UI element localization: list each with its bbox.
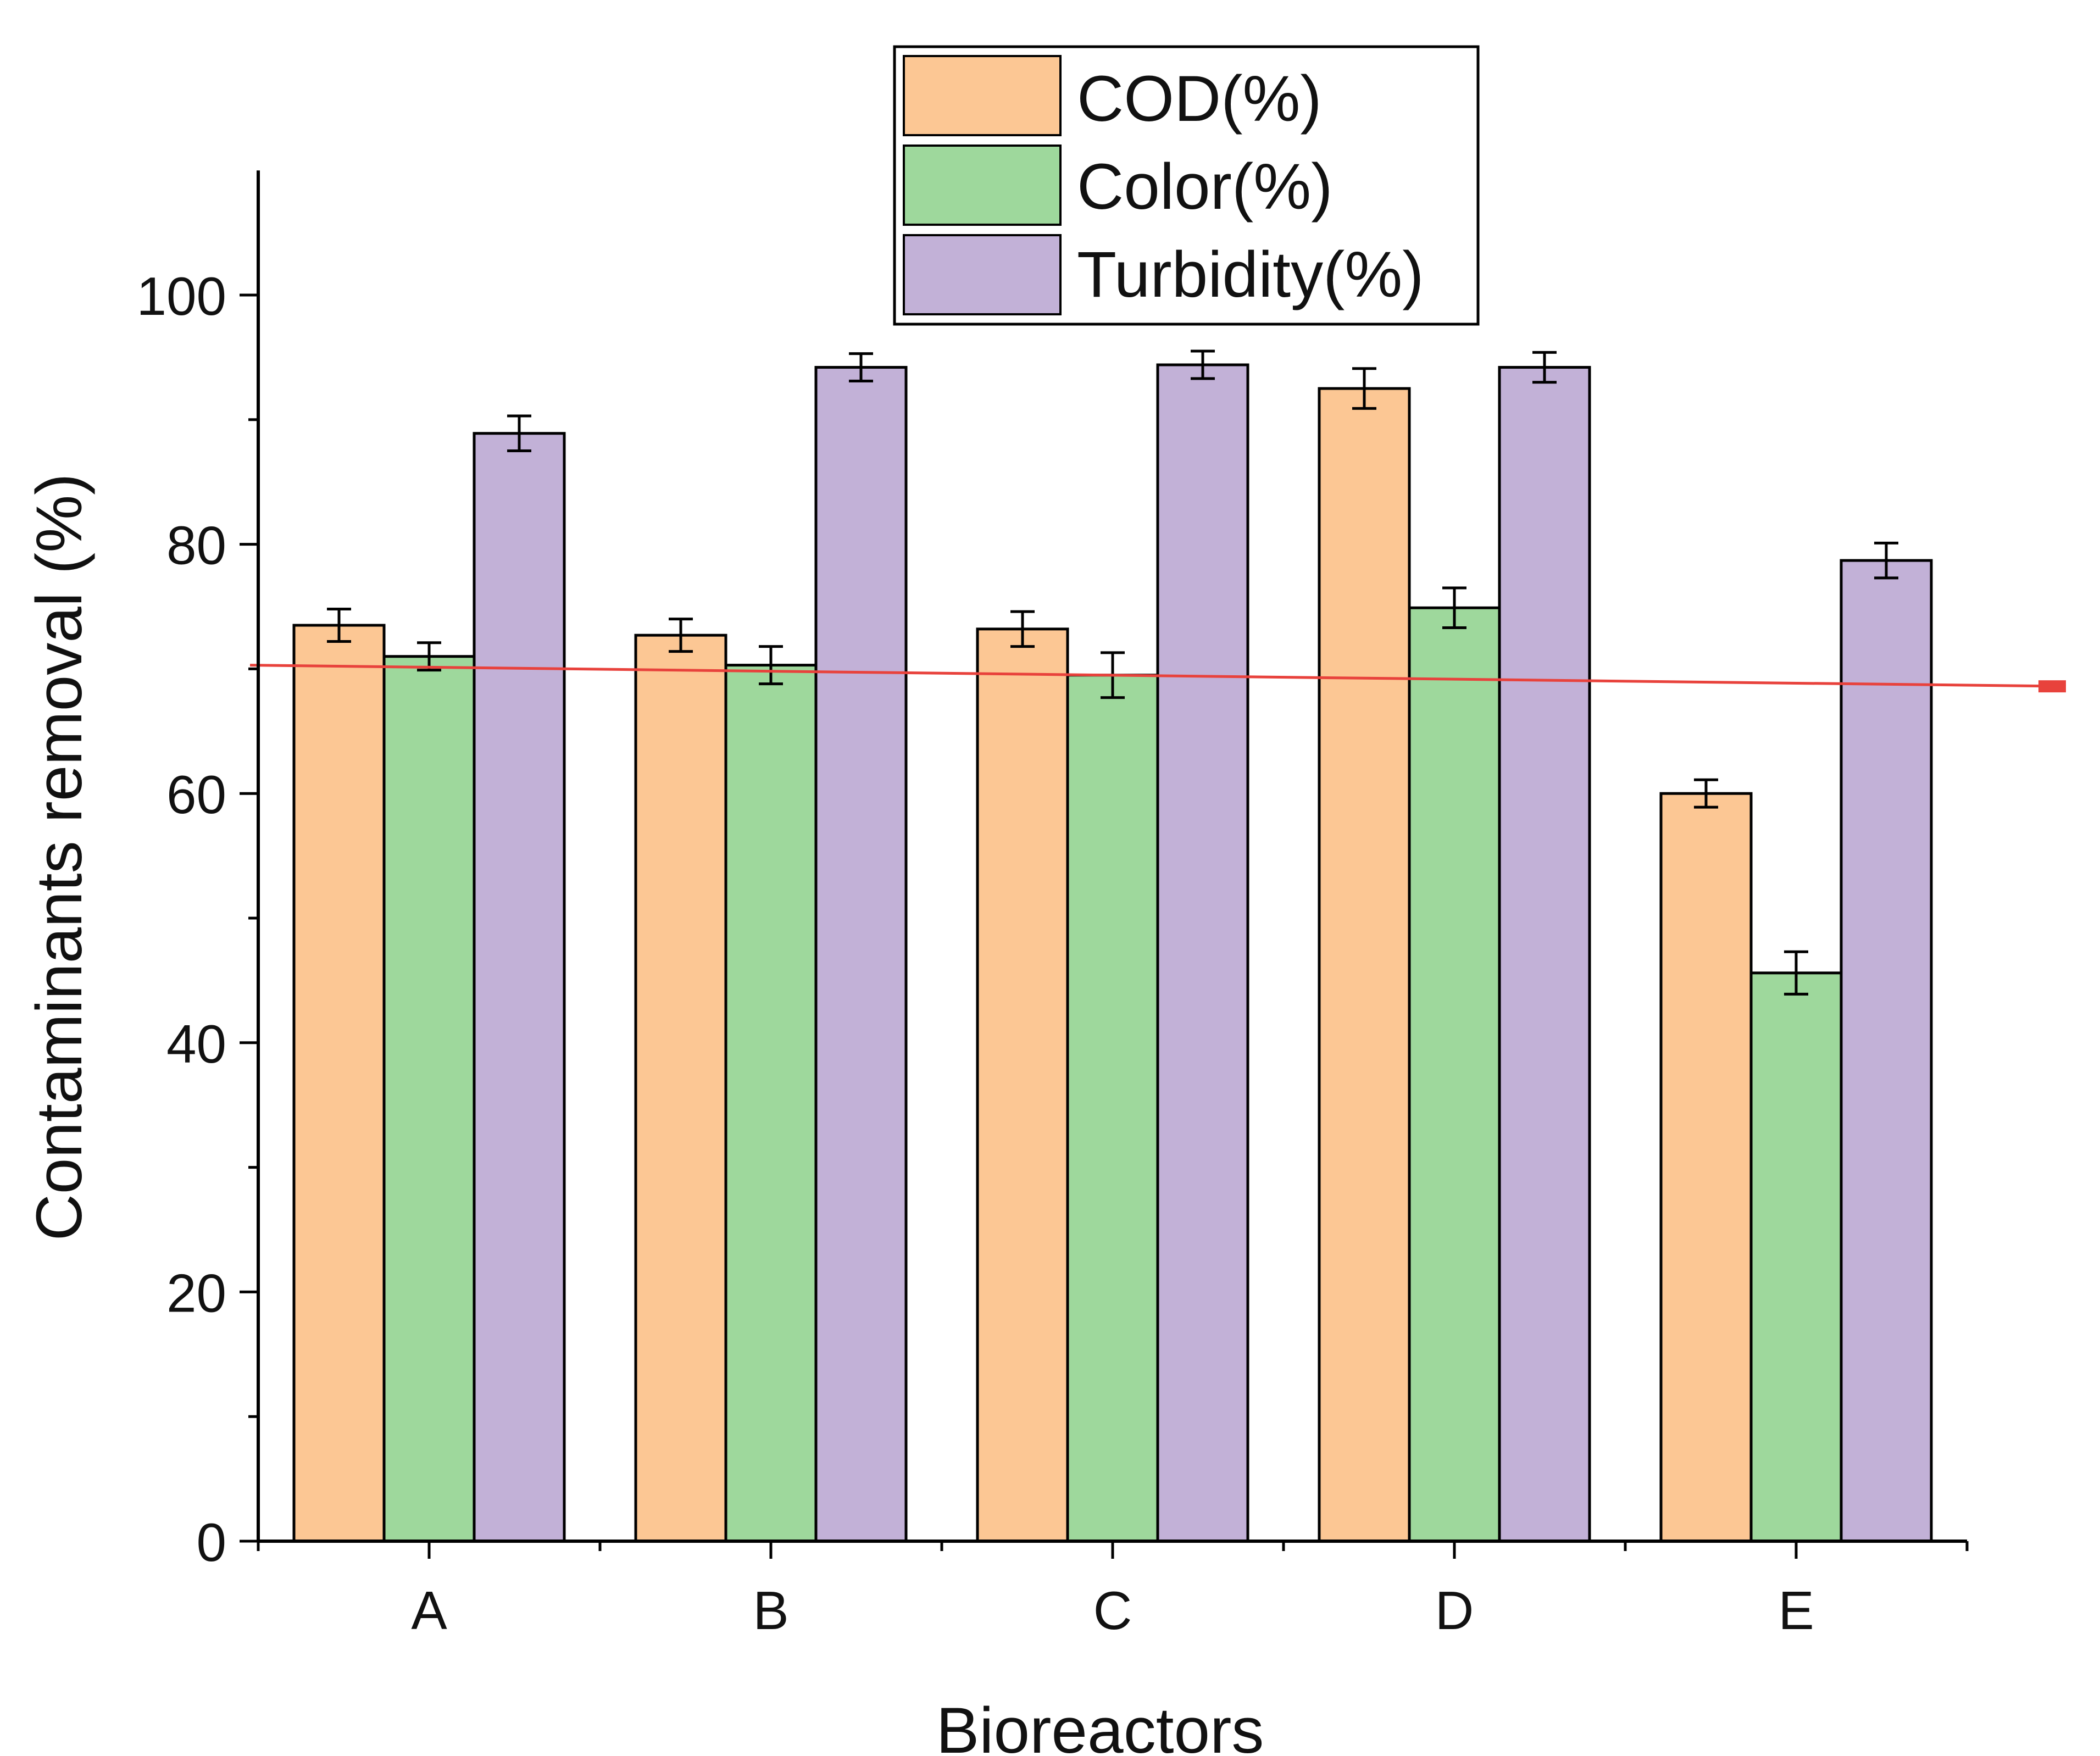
reference-line-marker [2038, 680, 2066, 693]
bars-layer [292, 363, 1933, 1543]
legend: COD(%) Color(%) Turbidity(%) [893, 45, 1480, 326]
error-bar-cod-c [1010, 610, 1035, 648]
bar-turbidity-d [1498, 366, 1591, 1543]
error-bar-cod-e [1694, 778, 1718, 809]
bar-turbidity-c [1156, 363, 1249, 1543]
y-axis-label: Contaminants removal (%) [23, 474, 96, 1241]
bar-color-a [382, 655, 476, 1543]
x-tick-label-d: D [1435, 1580, 1474, 1641]
legend-swatch-cod [903, 55, 1062, 136]
error-bar-turbidity-c [1191, 349, 1215, 380]
legend-label-color: Color(%) [1077, 151, 1333, 223]
axes-layer: 0 20 40 60 80 100 A B C D E [136, 170, 1969, 1641]
error-bar-turbidity-e [1874, 541, 1898, 580]
bar-color-b [724, 664, 818, 1543]
x-axis-label: Bioreactors [936, 1694, 1264, 1756]
x-tick-label-a: A [411, 1580, 447, 1641]
bar-turbidity-a [473, 432, 566, 1543]
error-bars-layer [327, 349, 1898, 996]
x-tick-label-e: E [1778, 1580, 1814, 1641]
legend-swatch-color [903, 145, 1062, 226]
error-bar-color-a [417, 641, 441, 672]
reference-line [249, 664, 2066, 688]
legend-label-turbidity: Turbidity(%) [1077, 238, 1424, 311]
error-bar-turbidity-a [507, 414, 531, 452]
y-tick-label: 60 [166, 764, 226, 825]
bar-color-d [1408, 606, 1501, 1543]
bar-color-c [1066, 674, 1159, 1543]
error-bar-turbidity-d [1532, 351, 1557, 384]
y-tick-label: 20 [166, 1263, 226, 1323]
y-tick-label: 0 [196, 1512, 226, 1572]
bar-turbidity-e [1840, 559, 1933, 1543]
error-bar-turbidity-b [849, 352, 873, 382]
legend-label-cod: COD(%) [1077, 63, 1322, 135]
legend-swatch-turbidity [903, 234, 1062, 315]
bar-cod-c [976, 627, 1069, 1543]
error-bar-color-e [1784, 950, 1808, 996]
bar-cod-a [292, 624, 386, 1543]
bar-color-e [1749, 971, 1843, 1543]
error-bar-color-b [759, 645, 783, 686]
error-bar-cod-d [1352, 367, 1376, 410]
reference-line-layer [249, 664, 2066, 693]
error-bar-color-d [1442, 586, 1466, 630]
error-bar-cod-a [327, 608, 351, 643]
bar-cod-d [1318, 387, 1411, 1543]
error-bar-cod-b [669, 618, 693, 653]
bar-turbidity-b [814, 366, 908, 1543]
x-tick-label-c: C [1093, 1580, 1132, 1641]
x-tick-label-b: B [753, 1580, 788, 1641]
y-tick-label: 80 [166, 515, 226, 576]
bar-cod-b [634, 634, 727, 1543]
y-tick-label: 100 [136, 266, 226, 326]
bar-cod-e [1659, 792, 1753, 1543]
y-tick-label: 40 [166, 1014, 226, 1074]
